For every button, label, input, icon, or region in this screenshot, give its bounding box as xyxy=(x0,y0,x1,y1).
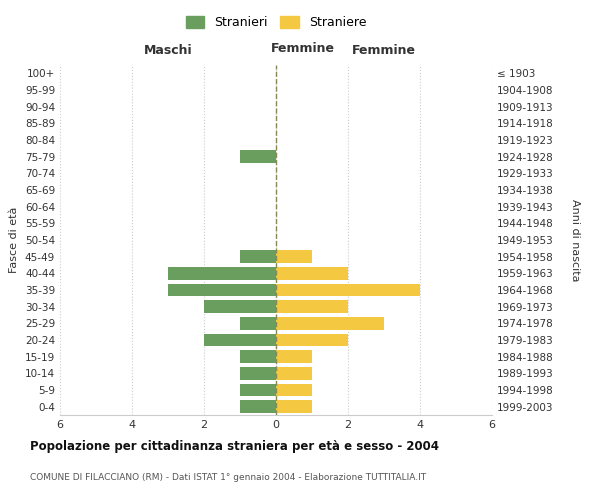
Bar xyxy=(168,284,276,296)
Bar xyxy=(276,267,348,280)
Bar xyxy=(240,317,276,330)
Bar xyxy=(276,284,420,296)
Bar xyxy=(276,367,312,380)
Bar xyxy=(276,350,312,363)
Text: Femmine: Femmine xyxy=(271,42,335,55)
Bar xyxy=(276,384,312,396)
Bar xyxy=(240,384,276,396)
Bar xyxy=(240,250,276,263)
Bar xyxy=(168,267,276,280)
Bar xyxy=(276,250,312,263)
Text: Femmine: Femmine xyxy=(352,44,416,57)
Legend: Stranieri, Straniere: Stranieri, Straniere xyxy=(181,11,371,34)
Bar xyxy=(240,350,276,363)
Bar xyxy=(240,150,276,163)
Y-axis label: Anni di nascita: Anni di nascita xyxy=(570,198,580,281)
Bar xyxy=(240,400,276,413)
Bar xyxy=(276,400,312,413)
Bar xyxy=(204,334,276,346)
Bar xyxy=(240,367,276,380)
Bar xyxy=(276,334,348,346)
Text: Popolazione per cittadinanza straniera per età e sesso - 2004: Popolazione per cittadinanza straniera p… xyxy=(30,440,439,453)
Bar xyxy=(204,300,276,313)
Y-axis label: Fasce di età: Fasce di età xyxy=(10,207,19,273)
Text: COMUNE DI FILACCIANO (RM) - Dati ISTAT 1° gennaio 2004 - Elaborazione TUTTITALIA: COMUNE DI FILACCIANO (RM) - Dati ISTAT 1… xyxy=(30,473,426,482)
Text: Maschi: Maschi xyxy=(143,44,193,57)
Bar xyxy=(276,300,348,313)
Bar xyxy=(276,317,384,330)
